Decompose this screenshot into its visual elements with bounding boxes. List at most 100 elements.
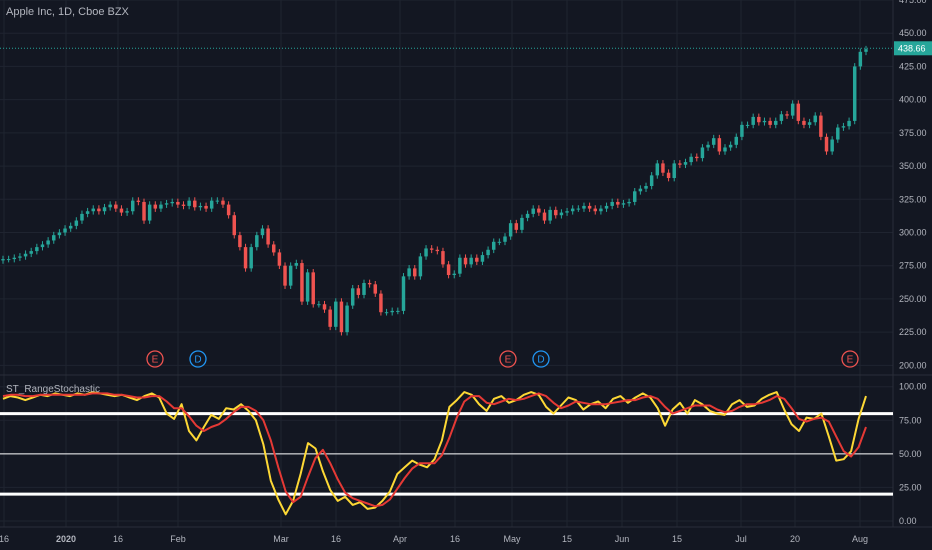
candle-body (796, 103, 801, 121)
candle-body (345, 305, 349, 333)
candle-body (819, 115, 823, 137)
candle-body (446, 264, 451, 276)
candle-body (221, 200, 225, 205)
candle-body (723, 147, 727, 152)
price-tick-label: 400.00 (899, 95, 927, 105)
price-tick-label: 300.00 (899, 228, 927, 238)
candle-body (554, 209, 558, 216)
candle-body (525, 213, 530, 218)
candle-body (717, 138, 722, 152)
slow-line (2, 392, 867, 508)
candle-body (63, 228, 67, 233)
candle-body (463, 257, 468, 265)
time-tick-label: 16 (113, 534, 123, 544)
indicator-lines (2, 391, 867, 516)
candle-body (311, 272, 315, 305)
candle-body (802, 120, 806, 125)
candle-body (762, 120, 767, 123)
candle-body (209, 200, 214, 209)
candle-body (441, 251, 445, 265)
marker-label: E (847, 355, 854, 366)
dividend-marker[interactable]: D (189, 350, 207, 368)
price-tick-label: 200.00 (899, 360, 927, 370)
time-tick-label: Aug (852, 534, 868, 544)
candle-body (198, 205, 203, 208)
candle-body (807, 122, 812, 125)
candle-body (401, 276, 406, 311)
candle-body (350, 288, 355, 306)
candle-body (362, 282, 366, 295)
candle-body (255, 235, 259, 248)
time-tick-label: 15 (562, 534, 572, 544)
indicator-tick-label: 0.00 (899, 516, 917, 526)
earnings-marker[interactable]: E (499, 350, 517, 368)
candle-body (649, 175, 654, 186)
candle-body (745, 124, 750, 126)
candle-body (266, 228, 270, 245)
candle-body (683, 162, 688, 165)
price-tick-label: 350.00 (899, 161, 927, 171)
price-tick-label: 475.00 (899, 0, 927, 5)
candle-body (119, 208, 124, 213)
candle-body (23, 253, 28, 257)
candle-body (582, 205, 586, 209)
candle-body (181, 204, 186, 206)
candle-body (706, 144, 710, 148)
time-tick-label: 15 (672, 534, 682, 544)
candle-body (469, 257, 473, 265)
candle-body (616, 201, 620, 205)
candle-body (790, 103, 795, 116)
candle-body (599, 208, 603, 212)
candle-body (593, 208, 597, 212)
candle-body (373, 284, 378, 294)
earnings-marker[interactable]: E (146, 350, 164, 368)
candle-body (328, 309, 332, 327)
candle-body (514, 223, 519, 230)
candle-body (565, 211, 569, 213)
candlestick-series (0, 45, 893, 336)
candle-body (57, 232, 62, 236)
candle-body (785, 114, 789, 116)
candle-body (542, 212, 547, 221)
dividend-marker[interactable]: D (532, 350, 550, 368)
candle-body (655, 163, 660, 176)
marker-label: D (194, 355, 201, 366)
chart-title: Apple Inc, 1D, Cboe BZX (6, 6, 129, 18)
candle-body (779, 114, 784, 121)
candle-body (520, 217, 524, 230)
candle-body (238, 235, 242, 248)
indicator-tick-label: 100.00 (899, 382, 927, 392)
candle-body (458, 257, 462, 274)
candle-body (277, 252, 282, 266)
marker-circle (841, 350, 859, 368)
candle-body (768, 120, 772, 125)
candle-body (288, 265, 293, 286)
price-tick-label: 250.00 (899, 294, 927, 304)
candle-body (497, 241, 502, 243)
candle-body (102, 207, 107, 212)
candle-body (576, 208, 581, 210)
candle-body (153, 204, 158, 209)
candle-body (695, 156, 699, 159)
candle-body (559, 212, 564, 216)
indicator-tick-label: 75.00 (899, 415, 922, 425)
candle-body (396, 310, 400, 312)
indicator-tick-label: 50.00 (899, 449, 922, 459)
grid (0, 0, 893, 527)
candle-body (475, 257, 479, 262)
candle-body (435, 249, 440, 252)
candle-body (283, 265, 287, 286)
candle-body (548, 209, 552, 221)
marker-circle (189, 350, 207, 368)
candle-body (80, 213, 84, 221)
price-tick-label: 375.00 (899, 128, 927, 138)
candle-body (18, 256, 22, 258)
candle-body (644, 186, 648, 189)
earnings-marker[interactable]: E (841, 350, 859, 368)
price-tick-label: 450.00 (899, 28, 927, 38)
candle-body (638, 188, 643, 192)
candle-body (537, 208, 541, 213)
candle-body (170, 201, 174, 204)
price-tick-label: 425.00 (899, 61, 927, 71)
